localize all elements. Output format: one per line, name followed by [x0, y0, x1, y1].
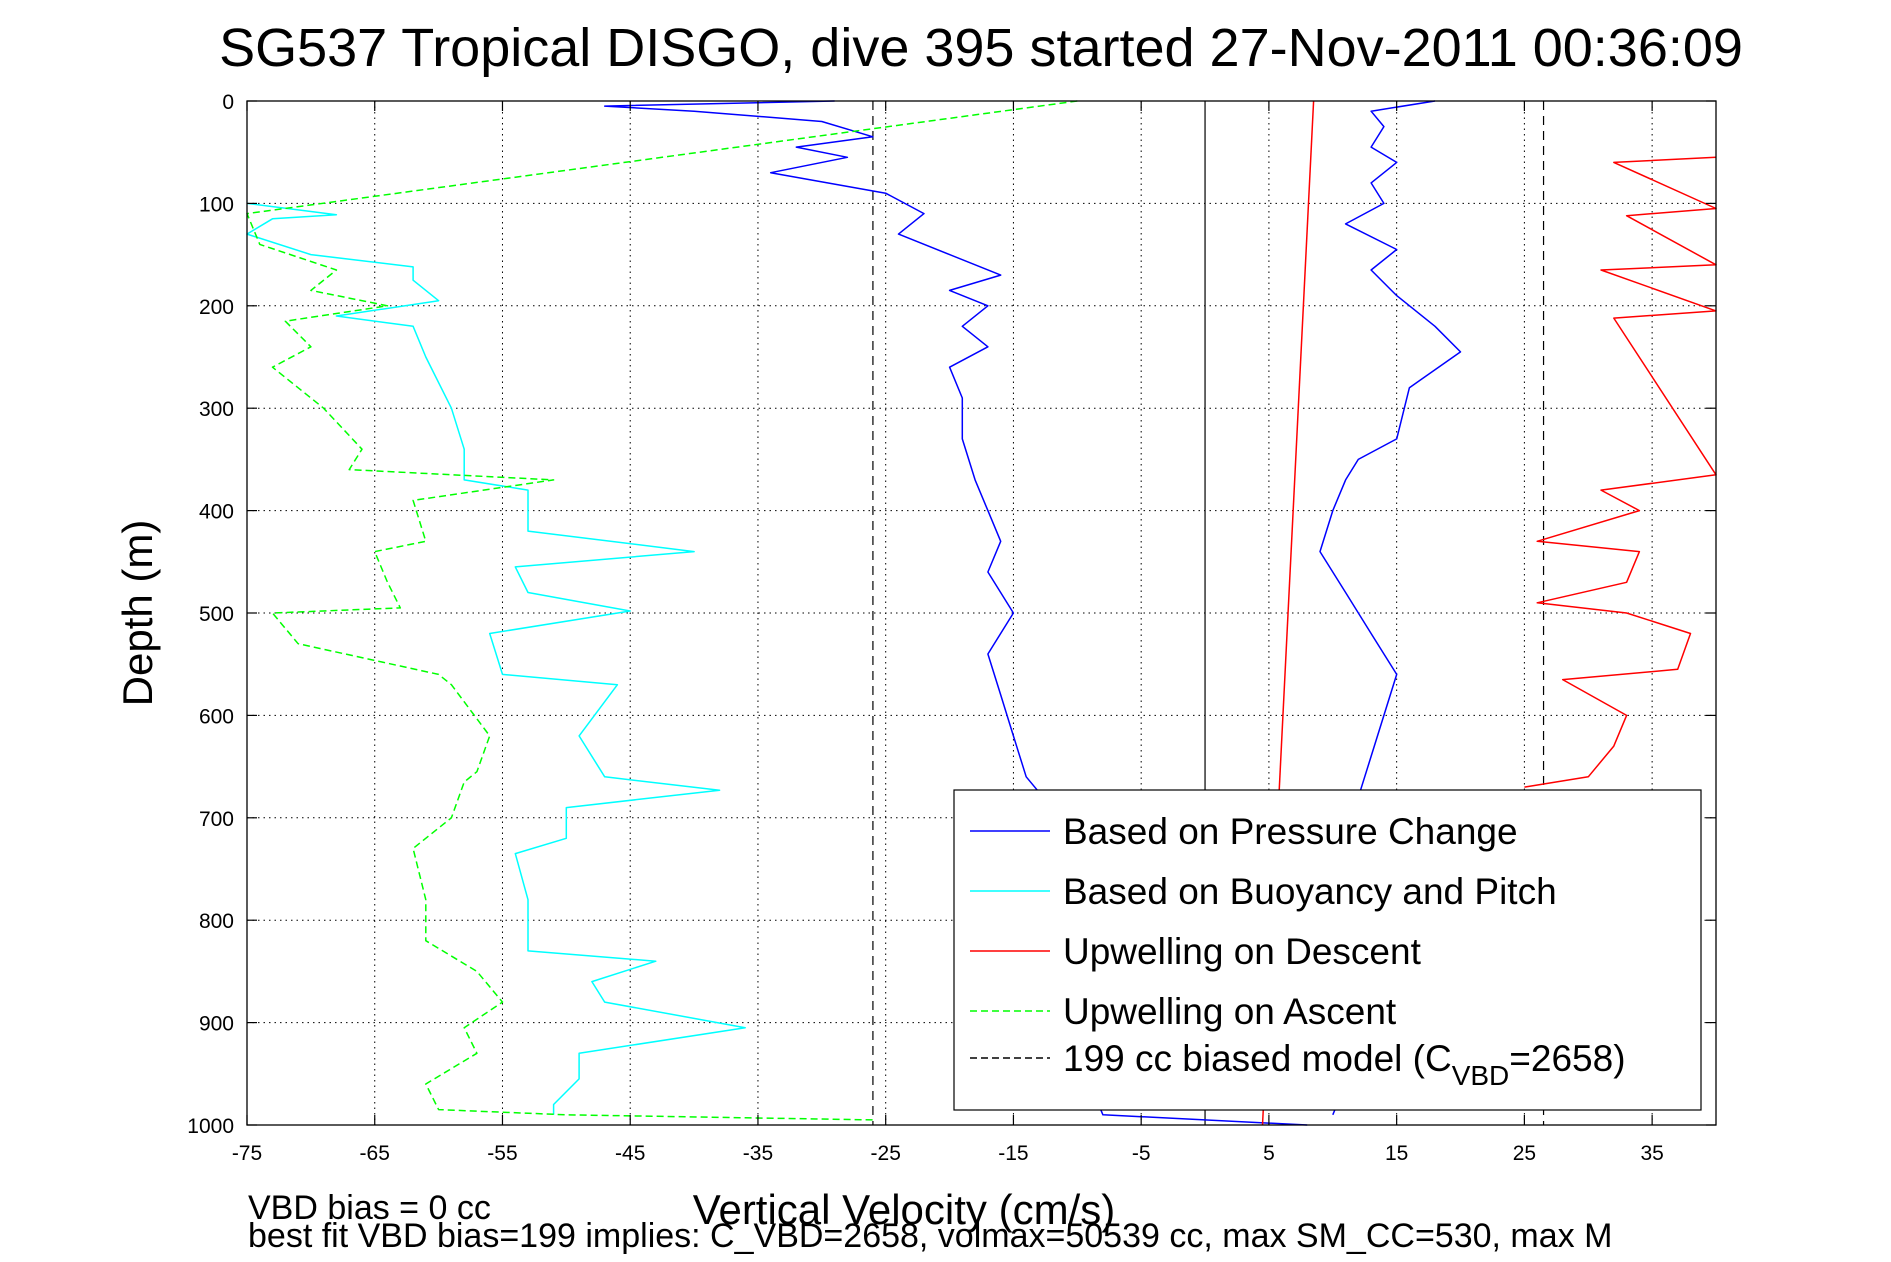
- x-tick-label: -35: [743, 1142, 773, 1165]
- legend-entry-5-sub: VBD: [1452, 1060, 1510, 1091]
- y-tick-label: 800: [199, 910, 234, 933]
- x-tick-label: -55: [487, 1142, 517, 1165]
- x-tick-labels: -75 -65 -55 -45 -35 -25 -15 -5 5 15 25 35: [232, 1142, 1664, 1165]
- y-tick-label: 400: [199, 501, 234, 524]
- footnote-best-fit: best fit VBD bias=199 implies: C_VBD=265…: [248, 1217, 1612, 1255]
- x-tick-label: -25: [871, 1142, 901, 1165]
- x-tick-label: -45: [615, 1142, 645, 1165]
- footnote-vbd-bias: VBD bias = 0 cc: [248, 1189, 491, 1227]
- x-tick-label: 25: [1513, 1142, 1536, 1165]
- legend-entry-5-main: 199 cc biased model (C: [1063, 1038, 1452, 1079]
- y-tick-label: 700: [199, 808, 234, 831]
- legend-box: [953, 789, 1702, 1111]
- x-tick-label: -5: [1132, 1142, 1151, 1165]
- legend-entry-2: Based on Buoyancy and Pitch: [1063, 871, 1557, 912]
- y-axis-label: Depth (m): [114, 520, 161, 707]
- legend: Based on Pressure Change Based on Buoyan…: [953, 789, 1702, 1111]
- legend-entry-5: 199 cc biased model (CVBD=2658): [1063, 1038, 1626, 1091]
- y-tick-label: 200: [199, 296, 234, 319]
- y-tick-label: 1000: [187, 1115, 234, 1138]
- x-tick-label: 15: [1385, 1142, 1408, 1165]
- x-tick-label: -65: [360, 1142, 390, 1165]
- legend-entry-4: Upwelling on Ascent: [1063, 991, 1397, 1032]
- legend-entry-3: Upwelling on Descent: [1063, 931, 1422, 972]
- y-tick-label: 0: [222, 91, 234, 114]
- x-tick-label: 35: [1640, 1142, 1663, 1165]
- x-axis-label: Vertical Velocity (cm/s): [693, 1186, 1115, 1233]
- x-tick-label: 5: [1263, 1142, 1275, 1165]
- legend-swatches: [970, 830, 1050, 1059]
- series-line-4: [1524, 156, 1717, 788]
- legend-entry-5-tail: =2658): [1509, 1038, 1625, 1079]
- y-tick-label: 300: [199, 398, 234, 421]
- x-tick-label: -15: [998, 1142, 1028, 1165]
- legend-entry-1: Based on Pressure Change: [1063, 811, 1518, 852]
- y-tick-label: 900: [199, 1013, 234, 1036]
- y-tick-label: 600: [199, 705, 234, 728]
- tick-marks: [246, 100, 1716, 1126]
- series-line-2: [246, 202, 746, 1115]
- y-tick-label: 500: [199, 603, 234, 626]
- y-tick-label: 100: [199, 193, 234, 216]
- chart-title: SG537 Tropical DISGO, dive 395 started 2…: [219, 18, 1743, 78]
- x-tick-label: -75: [232, 1142, 262, 1165]
- y-tick-labels: 0 100 200 300 400 500 600 700 800 900 1000: [187, 91, 234, 1138]
- series-line-5: [246, 100, 1078, 1121]
